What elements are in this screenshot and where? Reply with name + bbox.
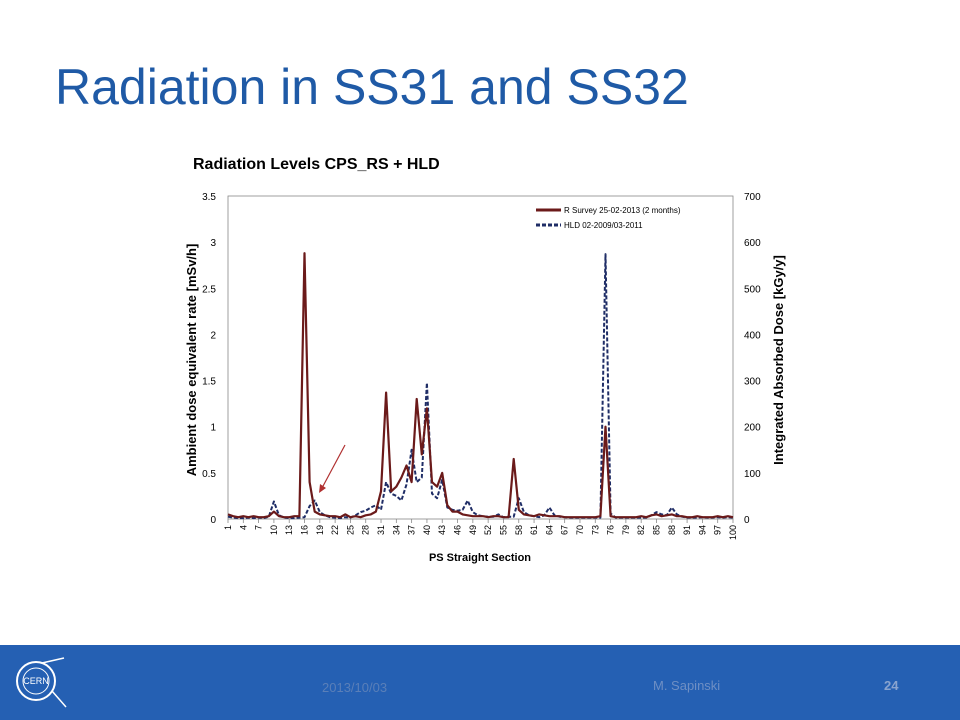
plot-area bbox=[227, 195, 734, 520]
x-tick-label: 28 bbox=[361, 525, 371, 535]
footer-date: 2013/10/03 bbox=[322, 680, 388, 695]
y-axis-label-left: Ambient dose equivalent rate [mSv/h] bbox=[184, 244, 199, 477]
x-tick-label: 94 bbox=[697, 525, 707, 535]
x-tick-label: 16 bbox=[300, 525, 310, 535]
y-tick-label-right: 400 bbox=[744, 330, 761, 341]
x-tick-label: 73 bbox=[590, 525, 600, 535]
x-tick-label: 40 bbox=[422, 525, 432, 535]
y-tick-label-right: 500 bbox=[744, 284, 761, 295]
x-axis-label: PS Straight Section bbox=[429, 552, 531, 564]
right-axis-ticks: 0 100 200 300 400 500 600 700 bbox=[744, 192, 761, 526]
x-tick-label: 88 bbox=[667, 525, 677, 535]
y-tick-label-right: 300 bbox=[744, 377, 761, 388]
legend-label-hld: HLD 02-2009/03-2011 bbox=[564, 221, 643, 230]
x-tick-label: 55 bbox=[498, 525, 508, 535]
series-line-r-survey bbox=[227, 252, 734, 519]
y-tick-label-right: 700 bbox=[744, 192, 761, 203]
x-tick-label: 85 bbox=[651, 525, 661, 535]
x-tick-label: 100 bbox=[728, 525, 738, 540]
cern-logo: CERN bbox=[16, 657, 67, 708]
left-axis-ticks: 0 0.5 1 1.5 2 2.5 3 3.5 bbox=[202, 192, 216, 526]
x-tick-label: 37 bbox=[407, 525, 417, 535]
chart: Radiation Levels CPS_RS + HLD 00.511.522… bbox=[184, 156, 786, 564]
cern-logo-text: CERN bbox=[23, 676, 49, 686]
y-tick-label-right: 200 bbox=[744, 423, 761, 434]
x-tick-label: 58 bbox=[514, 525, 524, 535]
x-tick-label: 82 bbox=[636, 525, 646, 535]
legend-label-r-survey: R Survey 25-02-2013 (2 months) bbox=[564, 206, 681, 215]
x-tick-label: 70 bbox=[575, 525, 585, 535]
x-tick-label: 64 bbox=[544, 525, 554, 535]
y-tick-label-left: 3 bbox=[210, 238, 216, 249]
y-tick-label-left: 1.5 bbox=[202, 377, 216, 388]
x-tick-label: 19 bbox=[315, 525, 325, 535]
y-axis-label-right: Integrated Absorbed Dose [kGy/y] bbox=[771, 255, 786, 465]
chart-title: Radiation Levels CPS_RS + HLD bbox=[193, 156, 440, 173]
annotation-arrow bbox=[319, 444, 346, 493]
x-tick-label: 76 bbox=[606, 525, 616, 535]
x-tick-label: 10 bbox=[269, 525, 279, 535]
x-tick-label: 49 bbox=[468, 525, 478, 535]
x-tick-label: 67 bbox=[560, 525, 570, 535]
x-tick-label: 4 bbox=[238, 525, 248, 530]
x-tick-label: 31 bbox=[376, 525, 386, 535]
x-tick-label: 91 bbox=[682, 525, 692, 535]
x-tick-label: 25 bbox=[345, 525, 355, 535]
series-layer bbox=[227, 252, 734, 520]
footer-bar bbox=[0, 645, 960, 720]
x-tick-label: 46 bbox=[453, 525, 463, 535]
x-tick-label: 61 bbox=[529, 525, 539, 535]
slide-title: Radiation in SS31 and SS32 bbox=[55, 59, 689, 115]
y-tick-label-right: 0 bbox=[744, 515, 750, 526]
x-axis-ticks: 1 4 7 10 13 16 19 22 25 28 31 34 37 40 43 46 49 52 55 58 61 6… bbox=[223, 519, 738, 540]
y-tick-label-left: 3.5 bbox=[202, 192, 216, 203]
x-tick-label: 1 bbox=[223, 525, 233, 530]
footer-author: M. Sapinski bbox=[653, 678, 721, 693]
y-tick-label-left: 1 bbox=[210, 423, 216, 434]
x-tick-label: 34 bbox=[391, 525, 401, 535]
x-tick-label: 43 bbox=[437, 525, 447, 535]
y-tick-label-left: 2.5 bbox=[202, 284, 216, 295]
y-tick-label-left: 2 bbox=[210, 330, 216, 341]
x-tick-label: 7 bbox=[254, 525, 264, 530]
x-tick-label: 52 bbox=[483, 525, 493, 535]
legend: R Survey 25-02-2013 (2 months) HLD 02-20… bbox=[536, 206, 681, 230]
x-tick-label: 13 bbox=[284, 525, 294, 535]
y-tick-label-left: 0.5 bbox=[202, 469, 216, 480]
y-tick-label-right: 600 bbox=[744, 238, 761, 249]
y-tick-label-right: 100 bbox=[744, 469, 761, 480]
x-tick-label: 97 bbox=[713, 525, 723, 535]
x-tick-label: 79 bbox=[621, 525, 631, 535]
page-number: 24 bbox=[884, 678, 899, 693]
y-tick-label-left: 0 bbox=[210, 515, 216, 526]
x-tick-label: 22 bbox=[330, 525, 340, 535]
